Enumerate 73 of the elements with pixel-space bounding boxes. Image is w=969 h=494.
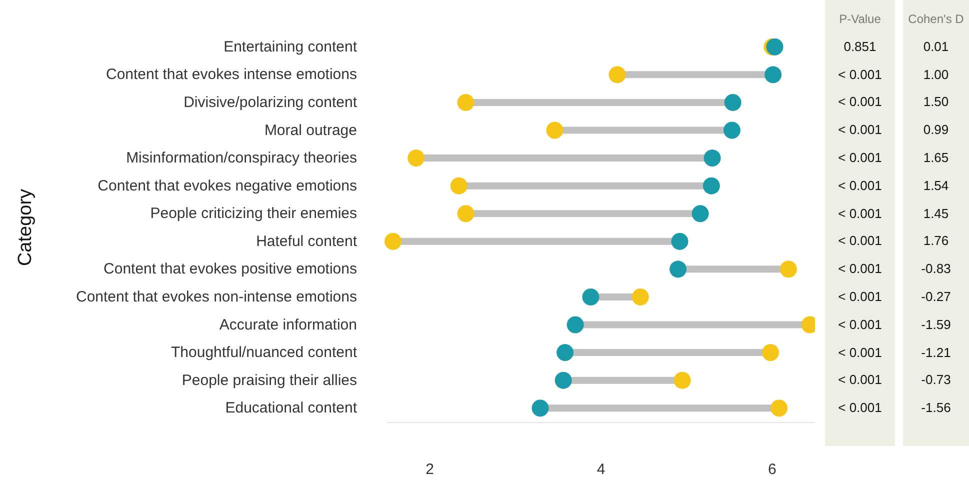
x-tick-label: 6 xyxy=(768,461,776,478)
point xyxy=(724,94,742,111)
text: -1.56 xyxy=(920,400,952,416)
y-tick-label: Content that evokes non-intense emotions xyxy=(76,288,357,306)
text: 1.50 xyxy=(922,94,950,110)
point xyxy=(556,344,574,362)
text: 1.76 xyxy=(922,233,950,250)
text: 1.00 xyxy=(922,66,950,83)
text: < 0.001 xyxy=(837,178,883,194)
point xyxy=(702,177,720,194)
point xyxy=(770,400,788,417)
text: -1.59 xyxy=(920,316,952,333)
y-tick-label: Content that evokes intense emotions xyxy=(106,66,357,84)
point xyxy=(671,232,688,250)
text: < 0.001 xyxy=(837,288,883,305)
point xyxy=(780,260,797,278)
point xyxy=(764,66,782,84)
point xyxy=(450,177,468,194)
text: 0.851 xyxy=(842,38,878,55)
y-tick-label: Content that evokes negative emotions xyxy=(98,177,357,194)
point xyxy=(632,288,649,306)
text: < 0.001 xyxy=(837,150,883,166)
text: < 0.001 xyxy=(837,66,883,83)
x-tick-label: 2 xyxy=(426,461,434,478)
text: 0.01 xyxy=(922,38,950,55)
point xyxy=(762,344,779,362)
text: -1.21 xyxy=(920,344,952,361)
y-tick-label: Thoughtful/nuanced content xyxy=(171,344,358,362)
text: < 0.001 xyxy=(837,400,883,416)
text: 1.54 xyxy=(922,178,950,194)
point xyxy=(457,205,474,222)
y-tick-label: Content that evokes positive emotions xyxy=(104,260,357,278)
point xyxy=(692,205,709,222)
text: < 0.001 xyxy=(837,372,883,388)
x-tick-label: 4 xyxy=(596,461,606,478)
point xyxy=(608,66,626,84)
text: < 0.001 xyxy=(837,261,883,278)
y-axis-title: Category xyxy=(15,188,36,266)
y-tick-label: Hateful content xyxy=(256,232,358,250)
y-tick-label: Moral outrage xyxy=(264,122,357,139)
y-tick-label: Accurate information xyxy=(219,316,357,334)
text: < 0.001 xyxy=(837,233,883,250)
point xyxy=(723,122,740,139)
point xyxy=(408,150,425,167)
text: -0.73 xyxy=(920,372,952,388)
text: 1.65 xyxy=(922,150,950,166)
text: -0.27 xyxy=(920,288,952,305)
text: < 0.001 xyxy=(837,206,883,222)
text: < 0.001 xyxy=(837,316,883,333)
point xyxy=(384,232,402,250)
point xyxy=(532,400,549,417)
text: < 0.001 xyxy=(837,94,883,110)
point xyxy=(546,122,564,139)
y-tick-label: Misinformation/conspiracy theories xyxy=(126,150,357,167)
text: < 0.001 xyxy=(837,344,883,361)
text: Cohen's D xyxy=(907,12,965,26)
y-tick-label: Educational content xyxy=(225,400,358,417)
text: 0.99 xyxy=(922,122,950,138)
point xyxy=(566,316,584,334)
point xyxy=(670,260,687,278)
text: < 0.001 xyxy=(837,122,883,138)
y-tick-label: Entertaining content xyxy=(224,38,358,56)
point xyxy=(674,372,691,389)
text: 1.45 xyxy=(922,206,950,222)
y-tick-label: Divisive/polarizing content xyxy=(184,94,358,111)
point xyxy=(554,372,572,389)
text: -0.83 xyxy=(920,261,952,278)
y-tick-label: People praising their allies xyxy=(182,372,357,389)
point xyxy=(582,288,600,306)
text: P-Value xyxy=(838,12,882,26)
y-tick-label: People criticizing their enemies xyxy=(150,205,357,222)
point xyxy=(457,94,474,111)
point xyxy=(704,150,721,167)
